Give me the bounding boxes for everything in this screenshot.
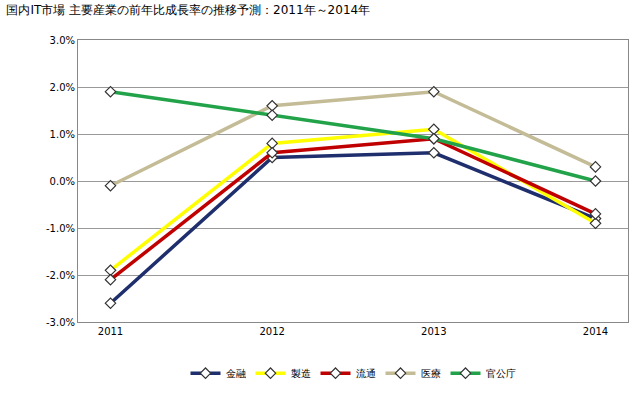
svg-text:-2.0%: -2.0% xyxy=(46,270,75,281)
svg-text:金融: 金融 xyxy=(226,368,246,379)
svg-text:2012: 2012 xyxy=(259,326,284,337)
svg-text:-3.0%: -3.0% xyxy=(46,317,75,328)
svg-text:1.0%: 1.0% xyxy=(50,129,75,140)
svg-text:医療: 医療 xyxy=(421,368,441,379)
svg-text:3.0%: 3.0% xyxy=(50,35,75,46)
svg-text:国内IT市場 主要産業の前年比成長率の推移予測：2011年～: 国内IT市場 主要産業の前年比成長率の推移予測：2011年～2014年 xyxy=(6,3,370,17)
svg-text:-1.0%: -1.0% xyxy=(46,223,75,234)
svg-text:2011: 2011 xyxy=(98,326,123,337)
svg-text:製造: 製造 xyxy=(291,368,311,379)
svg-text:流通: 流通 xyxy=(356,368,376,379)
svg-text:官公庁: 官公庁 xyxy=(486,368,516,379)
svg-text:2014: 2014 xyxy=(583,326,608,337)
svg-text:0.0%: 0.0% xyxy=(50,176,75,187)
svg-text:2013: 2013 xyxy=(421,326,446,337)
svg-text:2.0%: 2.0% xyxy=(50,82,75,93)
